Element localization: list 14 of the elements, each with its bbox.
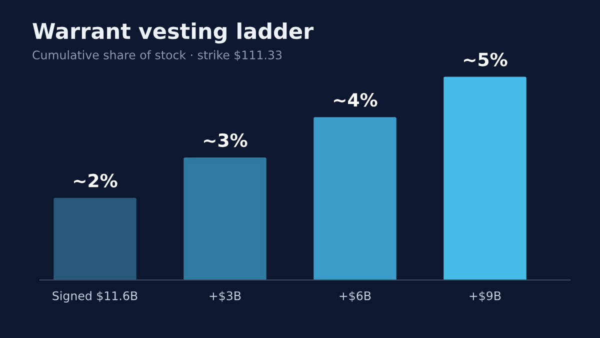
x-tick-label: +$9B: [470, 291, 501, 302]
bar: [54, 198, 136, 280]
bar: [314, 117, 396, 280]
x-tick-label: +$6B: [340, 291, 371, 302]
chart-title: Warrant vesting ladder: [32, 22, 314, 44]
chart-subtitle: Cumulative share of stock · strike $111.33: [32, 50, 282, 61]
x-tick-label: +$3B: [210, 291, 241, 302]
bar: [184, 158, 266, 280]
data-label: ~2%: [74, 174, 118, 188]
data-label: ~4%: [334, 93, 378, 107]
data-label: ~5%: [464, 52, 508, 66]
data-label: ~3%: [204, 133, 248, 148]
x-tick-label: Signed $11.6B: [52, 291, 138, 303]
bar: [444, 76, 526, 280]
